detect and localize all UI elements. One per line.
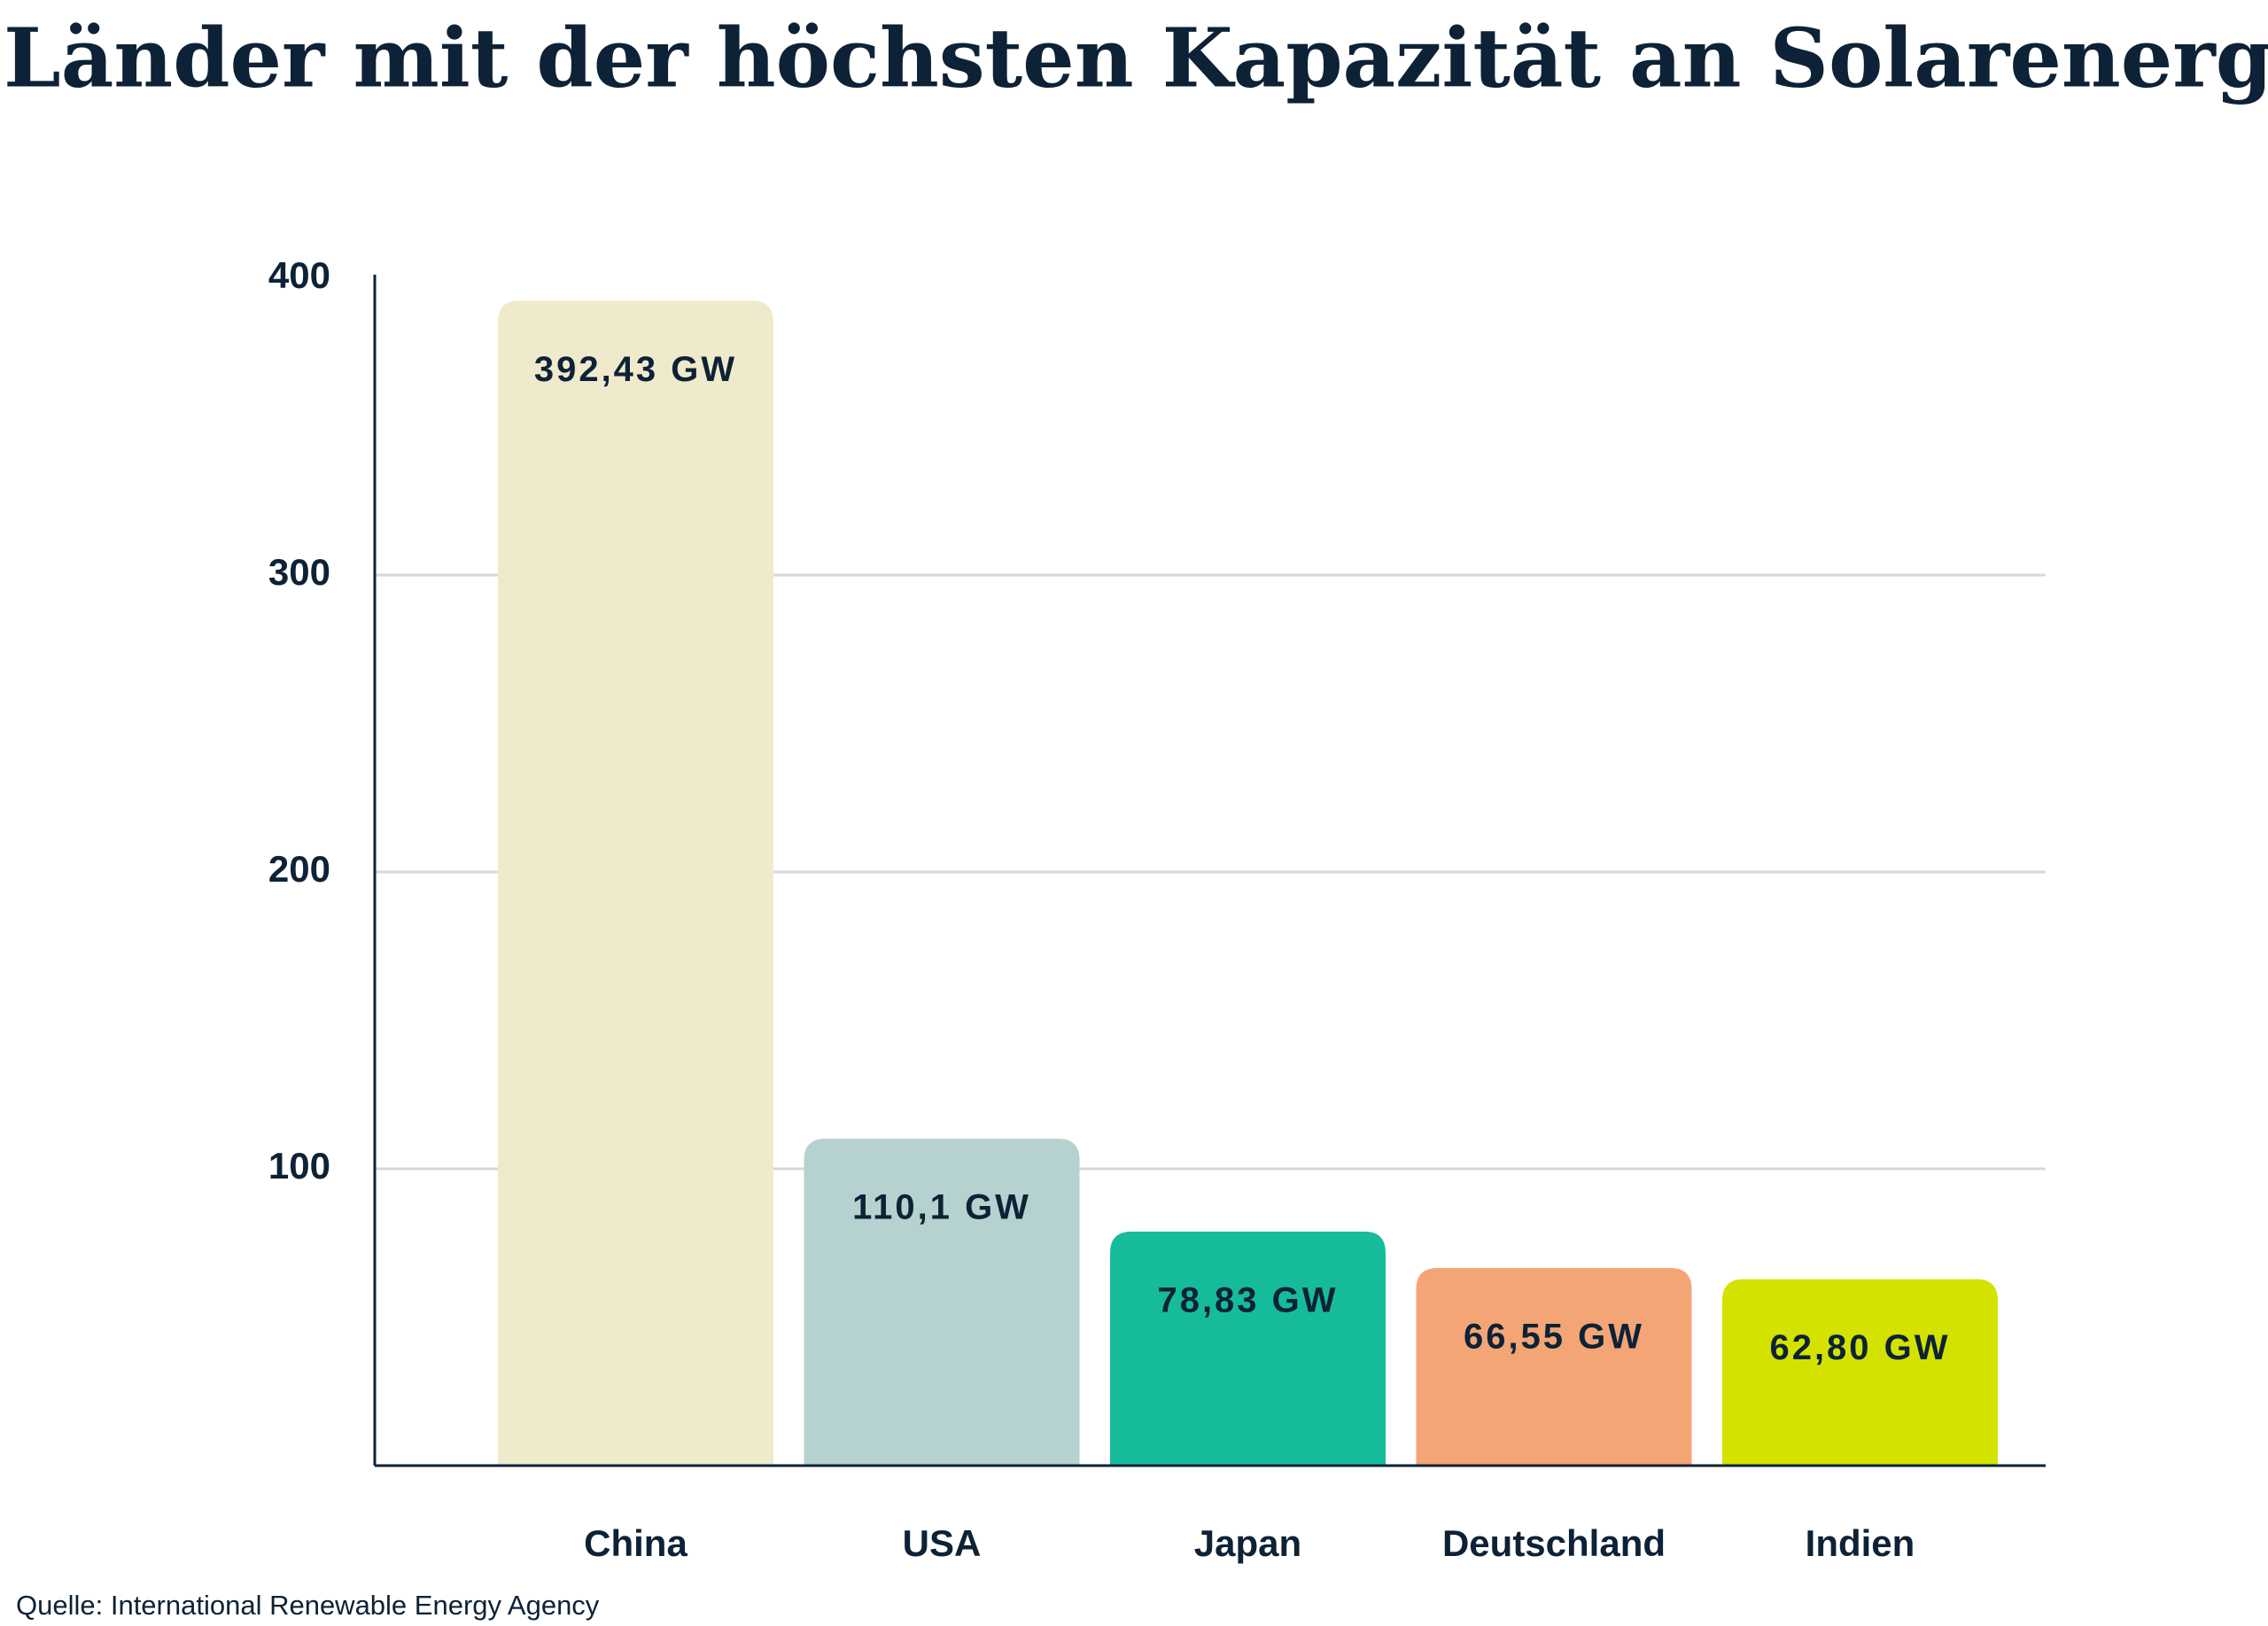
x-tick-label: Indien bbox=[1806, 1522, 1915, 1564]
bar bbox=[1110, 1231, 1386, 1466]
bar bbox=[1722, 1279, 1998, 1466]
value-label: 62,80 GW bbox=[1769, 1328, 1950, 1367]
value-label: 66,55 GW bbox=[1464, 1318, 1644, 1357]
y-tick-label: 400 bbox=[268, 254, 330, 296]
x-tick-label: Japan bbox=[1194, 1522, 1301, 1564]
value-label: 392,43 GW bbox=[534, 350, 737, 389]
bar bbox=[1416, 1268, 1692, 1466]
x-tick-label: Deutschland bbox=[1442, 1522, 1666, 1564]
bar bbox=[498, 300, 773, 1466]
value-label: 78,83 GW bbox=[1157, 1280, 1338, 1319]
source: Quelle: International Renewable Energy A… bbox=[16, 1590, 600, 1621]
y-tick-label: 300 bbox=[268, 551, 330, 593]
bar bbox=[804, 1139, 1080, 1466]
value-label: 110,1 GW bbox=[852, 1188, 1031, 1227]
x-tick-label: China bbox=[584, 1522, 687, 1564]
x-tick-label: USA bbox=[903, 1522, 982, 1564]
chart-title: Länder mit der höchsten Kapazität an Sol… bbox=[4, 11, 2268, 106]
y-tick-label: 100 bbox=[268, 1145, 330, 1186]
y-tick-label: 200 bbox=[268, 848, 330, 890]
